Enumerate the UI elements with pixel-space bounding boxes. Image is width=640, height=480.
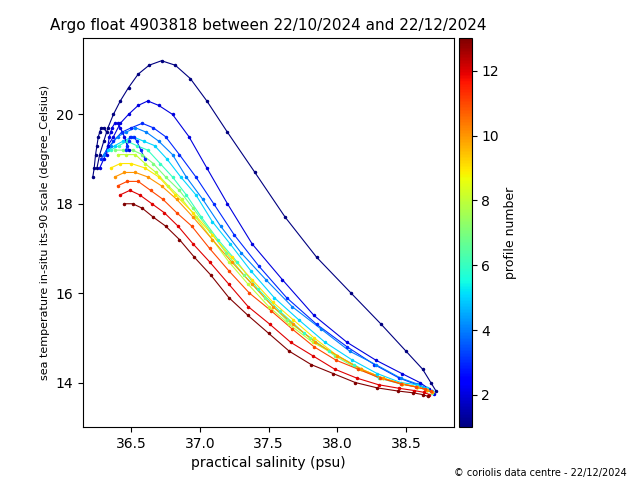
Text: © coriolis data centre - 22/12/2024: © coriolis data centre - 22/12/2024 — [454, 468, 627, 478]
Title: Argo float 4903818 between 22/10/2024 and 22/12/2024: Argo float 4903818 between 22/10/2024 an… — [51, 18, 487, 33]
Y-axis label: profile number: profile number — [504, 187, 517, 279]
X-axis label: practical salinity (psu): practical salinity (psu) — [191, 456, 346, 470]
Y-axis label: sea temperature in-situ its-90 scale (degree_Celsius): sea temperature in-situ its-90 scale (de… — [39, 85, 50, 380]
